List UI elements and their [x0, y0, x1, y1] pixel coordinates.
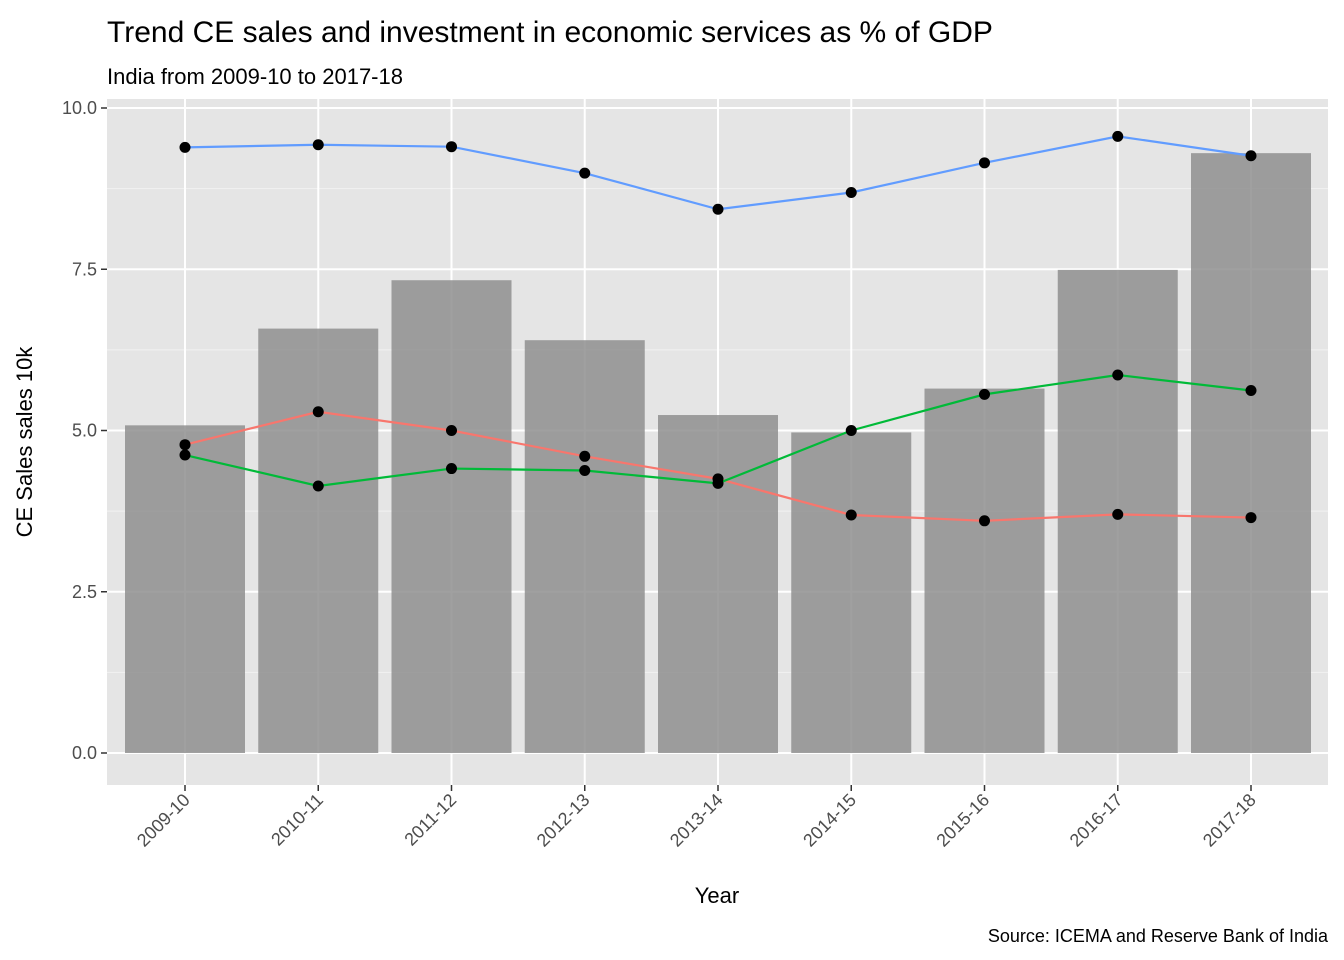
series-1-point — [179, 141, 191, 153]
series-2-point — [1245, 512, 1257, 524]
bar-2009-10 — [125, 425, 245, 753]
series-3-point — [979, 388, 990, 400]
bar-2015-16 — [924, 388, 1045, 753]
bar-2012-13 — [524, 340, 645, 753]
bar-2017-18 — [1191, 153, 1311, 753]
x-axis: 2009-10 2010-11 2011-12 2012-13 2013-14 2014-… — [133, 785, 1260, 851]
series-3-point — [845, 425, 857, 436]
series-2-point — [446, 425, 457, 436]
series-3-point — [312, 480, 324, 492]
x-tick-label: 2012-13 — [533, 790, 594, 851]
y-tick-label: 0.0 — [72, 743, 97, 763]
series-3-point — [446, 463, 457, 475]
x-tick-label: 2016-17 — [1066, 790, 1127, 851]
series-points — [179, 130, 1257, 527]
y-tick-label: 2.5 — [72, 582, 97, 602]
y-axis-title: CE Sales sales 10k — [12, 346, 37, 538]
bar-2014-15 — [791, 432, 912, 753]
series-1-point — [1112, 130, 1124, 142]
y-tick-label: 7.5 — [72, 259, 97, 279]
series-2-point — [312, 406, 324, 418]
series-1-point — [712, 203, 724, 215]
series-2-point — [179, 439, 191, 451]
chart-subtitle: India from 2009-10 to 2017-18 — [107, 64, 403, 89]
y-tick-label: 5.0 — [72, 421, 97, 441]
y-axis: 0.0 2.5 5.0 7.5 10.0 — [62, 98, 107, 763]
x-tick-label: 2014-15 — [799, 790, 860, 851]
series-2-point — [979, 515, 990, 527]
x-tick-label: 2017-18 — [1199, 790, 1260, 851]
series-3-point — [579, 464, 591, 476]
x-tick-label: 2009-10 — [133, 790, 194, 851]
chart-title: Trend CE sales and investment in economi… — [107, 16, 993, 49]
series-2-point — [579, 450, 591, 462]
series-1-point — [312, 139, 324, 151]
y-tick-label: 10.0 — [62, 98, 97, 118]
series-2-point — [1112, 508, 1124, 520]
series-1-point — [446, 141, 457, 153]
series-3-point — [1112, 369, 1124, 381]
series-3-point — [712, 477, 724, 489]
series-1-point — [845, 186, 857, 198]
series-3-point — [179, 449, 191, 461]
x-axis-title: Year — [695, 883, 739, 908]
x-tick-label: 2010-11 — [267, 790, 327, 850]
chart-caption: Source: ICEMA and Reserve Bank of India — [988, 926, 1329, 946]
bars — [125, 153, 1311, 753]
bar-2011-12 — [391, 280, 512, 753]
series-1-point — [979, 157, 990, 169]
series-2-point — [845, 509, 857, 521]
bar-2010-11 — [258, 328, 379, 753]
x-tick-label: 2011-12 — [400, 790, 460, 850]
series-1-point — [1245, 150, 1257, 162]
x-tick-label: 2015-16 — [932, 790, 993, 851]
series-1-point — [579, 167, 591, 179]
x-tick-label: 2013-14 — [666, 790, 727, 851]
series-3-point — [1245, 385, 1257, 397]
